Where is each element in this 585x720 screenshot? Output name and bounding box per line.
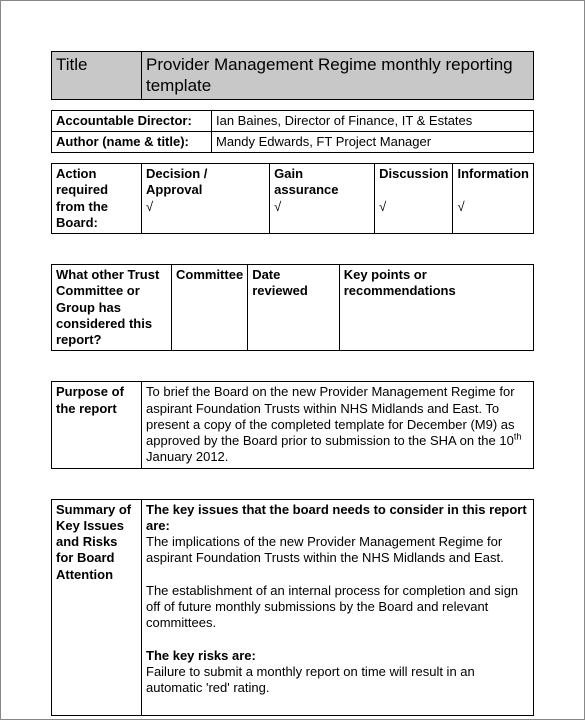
action-col-1: Gain assurance √: [270, 164, 375, 234]
summary-issue2: The establishment of an internal process…: [146, 583, 518, 631]
action-header-0: Decision / Approval: [146, 166, 207, 197]
action-header-2: Discussion: [379, 166, 448, 181]
action-mark-3: √: [457, 199, 464, 214]
action-col-2: Discussion √: [375, 164, 453, 234]
summary-body: The key issues that the board needs to c…: [142, 499, 534, 715]
action-col-0: Decision / Approval √: [142, 164, 270, 234]
action-mark-1: √: [274, 199, 281, 214]
accountable-value: Ian Baines, Director of Finance, IT & Es…: [212, 110, 534, 131]
committee-col-0: Committee: [172, 265, 248, 351]
action-header-3: Information: [457, 166, 529, 181]
purpose-text-after: January 2012.: [146, 449, 228, 464]
title-value: Provider Management Regime monthly repor…: [142, 52, 534, 100]
title-label: Title: [52, 52, 142, 100]
action-table: Action required from the Board: Decision…: [51, 163, 534, 234]
committee-question: What other Trust Committee or Group has …: [52, 265, 172, 351]
action-mark-2: √: [379, 199, 386, 214]
summary-risks-heading: The key risks are:: [146, 648, 256, 663]
purpose-table: Purpose of the report To brief the Board…: [51, 381, 534, 468]
summary-label: Summary of Key Issues and Risks for Boar…: [52, 499, 142, 715]
purpose-ordinal: th: [514, 432, 522, 442]
purpose-text-before: To brief the Board on the new Provider M…: [146, 384, 515, 448]
accountable-label: Accountable Director:: [52, 110, 212, 131]
action-header-1: Gain assurance: [274, 166, 338, 197]
author-value: Mandy Edwards, FT Project Manager: [212, 131, 534, 152]
summary-risk1: Failure to submit a monthly report on ti…: [146, 664, 475, 695]
action-mark-0: √: [146, 199, 153, 214]
action-row-label: Action required from the Board:: [52, 164, 142, 234]
committee-table: What other Trust Committee or Group has …: [51, 264, 534, 351]
summary-issues-heading: The key issues that the board needs to c…: [146, 502, 527, 533]
committee-col-1: Date reviewed: [248, 265, 340, 351]
committee-col-2: Key points or recommendations: [339, 265, 533, 351]
summary-issue1: The implications of the new Provider Man…: [146, 534, 504, 565]
title-table: Title Provider Management Regime monthly…: [51, 51, 534, 100]
author-label: Author (name & title):: [52, 131, 212, 152]
action-col-3: Information √: [453, 164, 534, 234]
purpose-text: To brief the Board on the new Provider M…: [142, 382, 534, 468]
meta-table: Accountable Director: Ian Baines, Direct…: [51, 110, 534, 154]
purpose-label: Purpose of the report: [52, 382, 142, 468]
summary-table: Summary of Key Issues and Risks for Boar…: [51, 499, 534, 716]
